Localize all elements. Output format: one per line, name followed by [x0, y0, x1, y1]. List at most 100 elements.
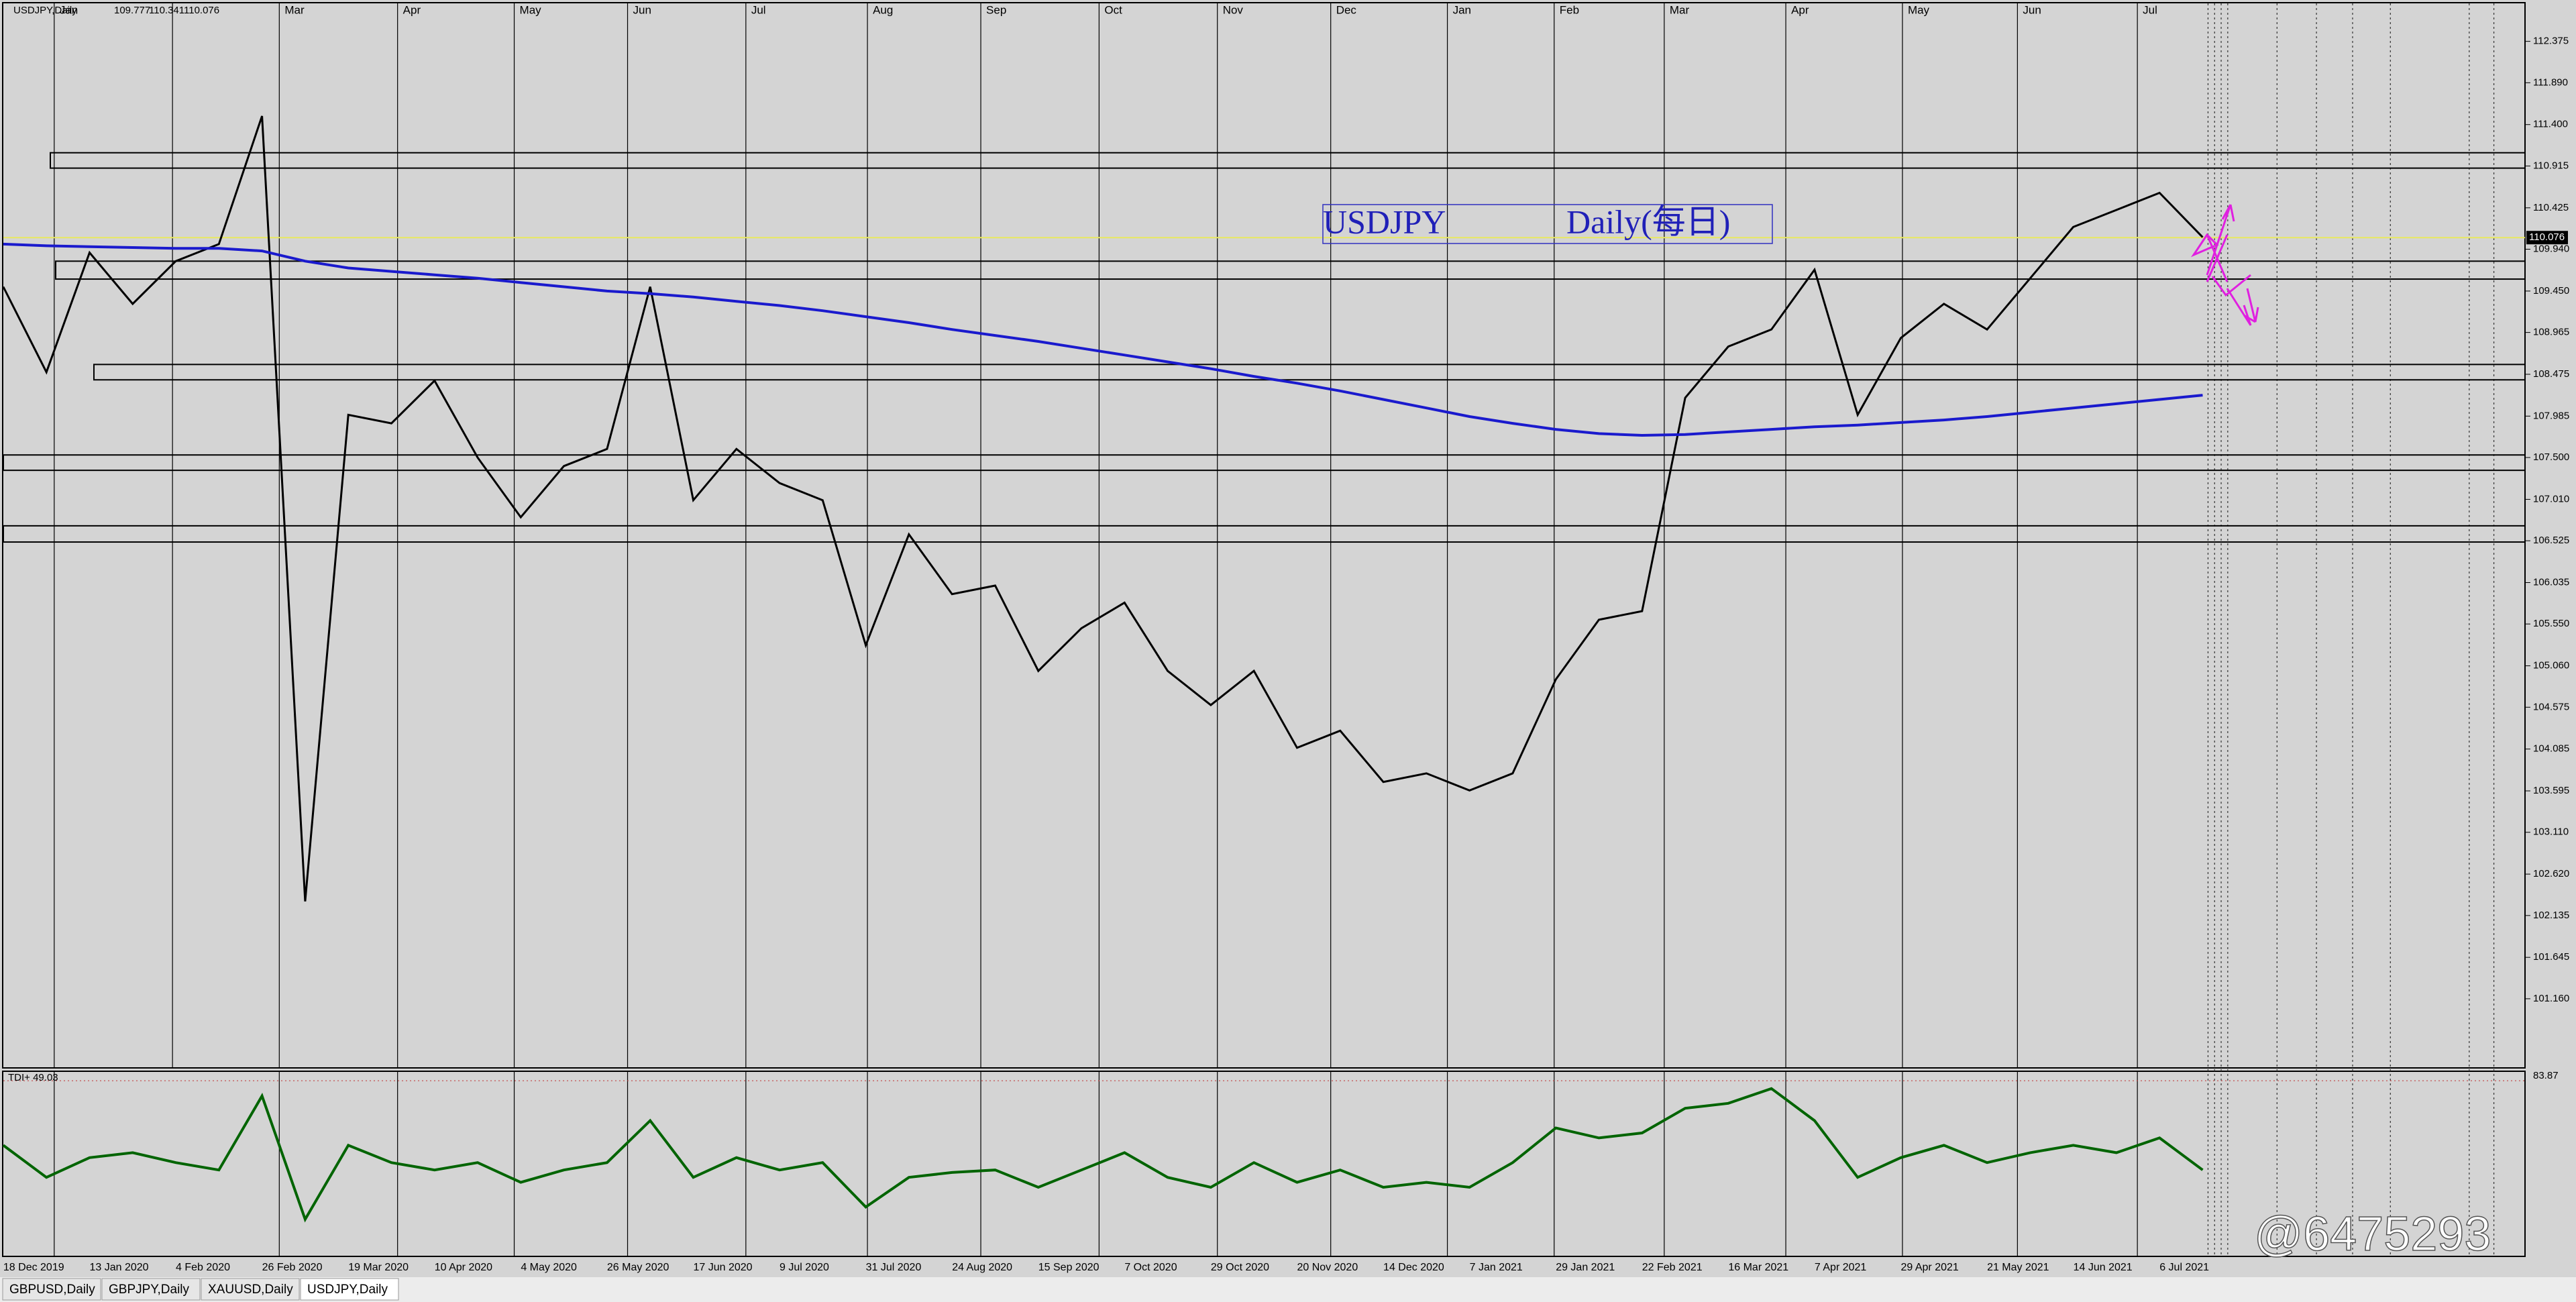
x-tick-label: 7 Apr 2021	[1815, 1262, 1867, 1273]
y-tick-label: 112.375	[2533, 36, 2569, 47]
month-label: Mar	[284, 3, 305, 16]
month-label: Apr	[403, 3, 421, 16]
x-tick-label: 18 Dec 2019	[3, 1262, 64, 1273]
forecast-arrows-2	[2206, 204, 2259, 323]
x-tick-label: 4 Feb 2020	[176, 1262, 230, 1273]
y-tick-label: 110.425	[2533, 202, 2569, 213]
month-label: Feb	[1560, 3, 1579, 16]
forecast-arrows	[2190, 233, 2252, 326]
y-tick-label: 108.965	[2533, 327, 2569, 338]
x-tick-label: 31 Jul 2020	[866, 1262, 922, 1273]
y-tick-label: 107.010	[2533, 493, 2569, 504]
month-label: Nov	[1223, 3, 1244, 16]
support-zone	[93, 364, 2526, 381]
month-label: Jul	[2143, 3, 2157, 16]
x-tick-label: 9 Jul 2020	[780, 1262, 829, 1273]
y-tick-label: 101.645	[2533, 951, 2569, 963]
month-label: Jun	[633, 3, 651, 16]
x-tick-label: 17 Jun 2020	[693, 1262, 752, 1273]
header-high: 110.341	[149, 5, 184, 16]
y-tick-label: 106.035	[2533, 576, 2569, 588]
price-line	[2, 115, 2204, 902]
tab	[2, 1278, 101, 1301]
x-tick-label: 21 May 2021	[1987, 1262, 2049, 1273]
y-tick-label: 108.475	[2533, 368, 2569, 380]
x-tick-label: 26 Feb 2020	[262, 1262, 323, 1273]
x-tick-label: 14 Dec 2020	[1383, 1262, 1444, 1273]
y-tick-label: 103.595	[2533, 785, 2569, 796]
tab-bar	[0, 1277, 2576, 1302]
month-label: Sep	[986, 3, 1006, 16]
x-tick-label: 29 Apr 2021	[1900, 1262, 1958, 1273]
y-tick-label: 104.575	[2533, 701, 2569, 712]
header-open: 109.777	[114, 5, 150, 16]
x-tick-label: 20 Nov 2020	[1297, 1262, 1358, 1273]
x-tick-label: 29 Oct 2020	[1211, 1262, 1269, 1273]
x-tick-label: 4 May 2020	[521, 1262, 577, 1273]
y-tick-label: 106.525	[2533, 535, 2569, 546]
y-tick-label: 102.135	[2533, 910, 2569, 921]
y-tick-label: 107.500	[2533, 451, 2569, 463]
tab-label: USDJPY,Daily	[307, 1283, 388, 1297]
x-tick-label: 15 Sep 2020	[1038, 1262, 1099, 1273]
price-line	[3, 242, 2203, 437]
y-tick-label: 104.085	[2533, 743, 2569, 755]
x-tick-label: 19 Mar 2020	[348, 1262, 409, 1273]
y-tick-label: 110.915	[2533, 160, 2569, 171]
month-label: Jan	[1453, 3, 1471, 16]
support-zone	[3, 525, 2526, 543]
indicator-tick-label: 83.87	[2533, 1070, 2559, 1081]
annotation-box	[1322, 204, 1773, 244]
month-label: Aug	[873, 3, 893, 16]
x-tick-label: 16 Mar 2021	[1728, 1262, 1788, 1273]
y-tick-label: 111.890	[2533, 76, 2568, 88]
x-tick-label: 14 Jun 2021	[2074, 1262, 2133, 1273]
indicator-pane	[2, 1071, 2526, 1257]
month-label: May	[1908, 3, 1930, 16]
x-tick-label: 24 Aug 2020	[952, 1262, 1012, 1273]
y-tick-label: 102.620	[2533, 868, 2569, 879]
month-label: Jan	[60, 3, 78, 16]
y-tick-label: 105.550	[2533, 618, 2569, 629]
header-symbol: USDJPY,Daily	[13, 5, 77, 16]
x-tick-label: 26 May 2020	[607, 1262, 669, 1273]
indicator-line	[2, 1087, 2204, 1223]
support-zone	[3, 454, 2526, 472]
month-label: Mar	[1670, 3, 1690, 16]
support-zone	[55, 260, 2526, 280]
x-tick-label: 13 Jan 2020	[89, 1262, 148, 1273]
x-tick-label: 10 Apr 2020	[435, 1262, 492, 1273]
y-tick-label: 105.060	[2533, 660, 2569, 671]
current-price-label: 110.076	[2529, 231, 2565, 243]
tab	[101, 1278, 201, 1301]
x-tick-label: 7 Jan 2021	[1470, 1262, 1523, 1273]
y-tick-label: 109.450	[2533, 285, 2569, 296]
current-price-box	[2526, 231, 2568, 245]
annotation-period: Daily(每日)	[1566, 203, 1730, 240]
annotation-symbol: USDJPY	[1323, 203, 1446, 240]
y-tick-label: 107.985	[2533, 410, 2569, 421]
separators	[54, 3, 2495, 1256]
indicator-label: TDI+ 49.03	[8, 1072, 58, 1083]
x-tick-label: 22 Feb 2021	[1642, 1262, 1703, 1273]
marks: Jan Mar Apr May Jun Jul Aug Sep Oct Nov Dec Jan Feb M…	[2, 3, 2569, 1301]
y-tick-label: 109.940	[2533, 243, 2569, 254]
month-label: Apr	[1791, 3, 1809, 16]
y-tick-label: 101.160	[2533, 993, 2569, 1004]
month-label: Jul	[751, 3, 766, 16]
month-label: Oct	[1104, 3, 1122, 16]
x-tick-label: 7 Oct 2020	[1124, 1262, 1177, 1273]
x-tick-label: 6 Jul 2021	[2159, 1262, 2209, 1273]
tab-label: GBPUSD,Daily	[9, 1283, 95, 1297]
tab	[300, 1278, 399, 1301]
tab-label: XAUUSD,Daily	[208, 1283, 293, 1297]
y-tick-label: 103.110	[2533, 826, 2569, 838]
y-tick-label: 111.400	[2533, 119, 2568, 130]
month-label: May	[520, 3, 542, 16]
watermark: @6475293	[2254, 1207, 2491, 1261]
month-label: Dec	[1336, 3, 1357, 16]
x-tick-label: 29 Jan 2021	[1556, 1262, 1615, 1273]
